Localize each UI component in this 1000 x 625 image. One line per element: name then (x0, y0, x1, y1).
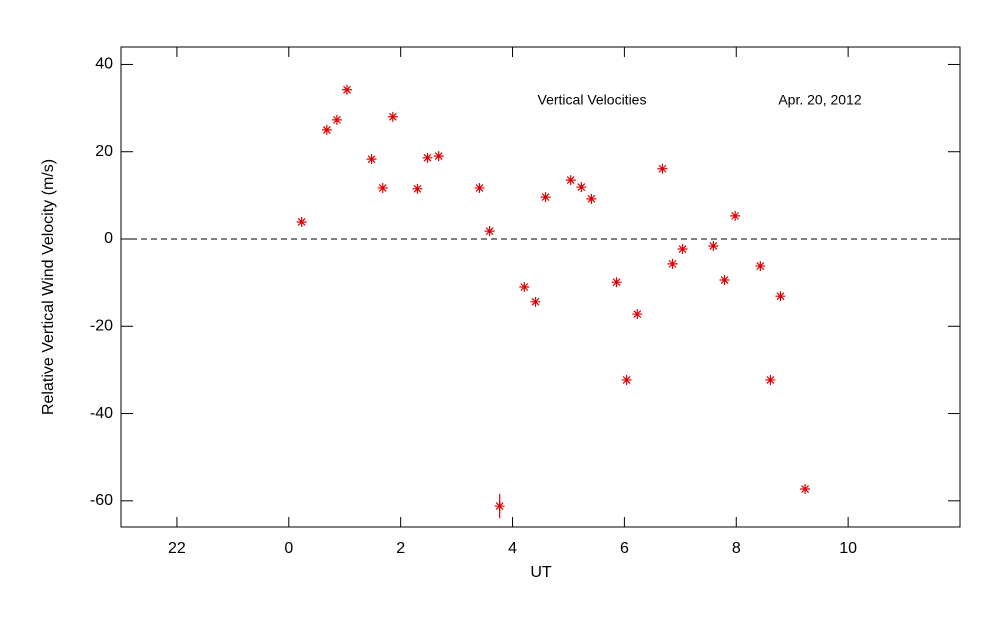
data-point (657, 163, 668, 174)
data-point (331, 114, 342, 125)
data-point (611, 277, 622, 288)
data-point (730, 210, 741, 221)
data-point (422, 152, 433, 163)
data-point (387, 111, 398, 122)
data-point (621, 374, 632, 385)
x-tick-label: 8 (732, 540, 741, 557)
data-point (341, 84, 352, 95)
data-point (474, 182, 485, 193)
data-point (412, 183, 423, 194)
y-tick-label: 40 (95, 56, 113, 73)
plot-frame (120, 46, 961, 528)
data-point (765, 374, 776, 385)
data-point (565, 175, 576, 186)
data-point (719, 275, 730, 286)
x-tick-label: 22 (168, 540, 186, 557)
data-point (632, 309, 643, 320)
x-axis-label: UT (530, 564, 552, 581)
data-point (576, 182, 587, 193)
annotation: Apr. 20, 2012 (778, 92, 862, 108)
x-tick-label: 0 (284, 540, 293, 557)
y-tick-label: 20 (95, 143, 113, 160)
x-tick-label: 6 (620, 540, 629, 557)
x-tick-label: 4 (508, 540, 517, 557)
y-tick-label: 0 (104, 230, 113, 247)
y-tick-label: -20 (90, 317, 113, 334)
x-tick-label: 2 (396, 540, 405, 557)
data-point (540, 192, 551, 203)
data-point (708, 240, 719, 251)
data-point (519, 282, 530, 292)
data-point (321, 124, 332, 135)
data-point (377, 182, 388, 193)
data-point (433, 151, 444, 162)
data-point (775, 291, 786, 302)
data-point (530, 296, 541, 307)
data-point (366, 154, 377, 165)
data-point (800, 484, 811, 495)
data-point (755, 261, 766, 272)
y-axis-label: Relative Vertical Wind Velocity (m/s) (40, 159, 57, 415)
data-point (667, 258, 678, 269)
annotation: Vertical Velocities (538, 92, 647, 108)
data-point (586, 193, 597, 204)
y-tick-label: -60 (90, 492, 113, 509)
data-point (296, 216, 307, 227)
data-point (484, 226, 495, 237)
y-tick-label: -40 (90, 405, 113, 422)
data-point (677, 244, 688, 255)
x-tick-label: 10 (839, 540, 857, 557)
